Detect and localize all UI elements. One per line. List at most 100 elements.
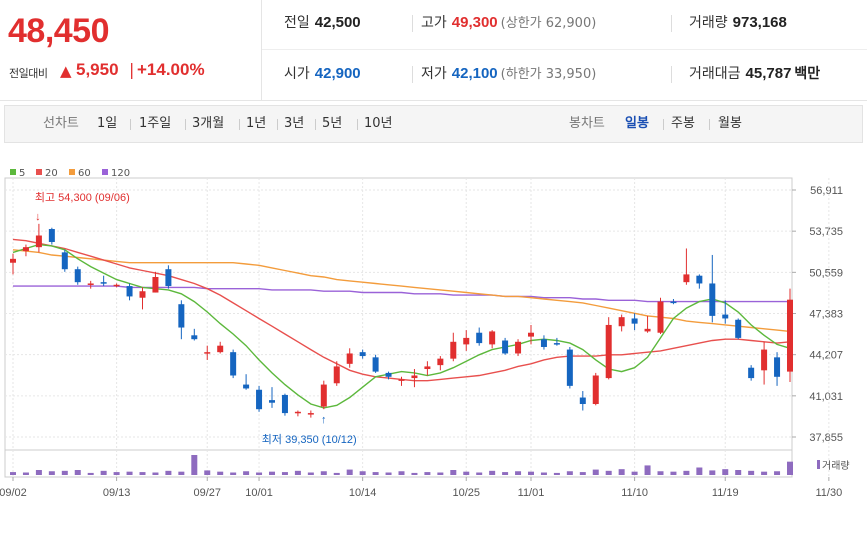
x-tick-label: 11/19 (712, 487, 739, 499)
up-arrow-icon: ▲ (60, 62, 72, 80)
candle-body (100, 282, 107, 284)
volume-bar (709, 470, 716, 475)
candle-body (87, 283, 94, 285)
legend-label: 60 (78, 168, 91, 179)
volume-bar (644, 465, 651, 475)
prev-close-value: 42,500 (314, 14, 361, 31)
volume-bar (553, 472, 560, 475)
candle-body (631, 318, 638, 324)
volume-bar (74, 470, 81, 475)
volume-bar (424, 472, 431, 475)
low-annotation: 최저 39,350 (10/12) (262, 433, 357, 446)
candle-body (204, 352, 211, 354)
current-price: 48,450 (8, 12, 110, 50)
candle-body (476, 332, 483, 344)
volume-bar (566, 471, 573, 475)
candle-body (178, 304, 185, 328)
candle-body (35, 235, 42, 248)
low-arrow: ↑ (321, 414, 327, 426)
volume-bar (437, 472, 444, 475)
period-1d-button[interactable]: 1일 (97, 116, 118, 131)
candle-body (787, 299, 793, 372)
candle-body (592, 375, 599, 405)
candle-body (748, 367, 755, 379)
legend-label: 20 (45, 168, 58, 179)
y-tick-label: 47,383 (809, 309, 843, 321)
candle-chart-label: 봉차트 (569, 116, 605, 131)
candle-body (139, 291, 146, 298)
divider (357, 119, 358, 130)
volume-bar (670, 471, 677, 475)
period-3m-button[interactable]: 3개월 (192, 116, 225, 131)
volume-bar (333, 472, 340, 475)
y-tick-label: 53,735 (809, 226, 843, 238)
volume-bar (476, 472, 483, 475)
open-cell: 시가 42,900 (284, 51, 361, 101)
candle-body (256, 389, 263, 410)
candle-body (774, 357, 781, 377)
y-tick-label: 41,031 (809, 391, 843, 403)
candle-body (113, 284, 120, 287)
monthly-candle-button[interactable]: 월봉 (718, 116, 742, 131)
open-label: 시가 (284, 66, 310, 82)
x-tick-label: 10/14 (349, 487, 377, 499)
period-5y-button[interactable]: 5년 (322, 116, 343, 131)
weekly-candle-button[interactable]: 주봉 (671, 116, 695, 131)
volume-bar (489, 470, 496, 475)
x-tick-label: 09/13 (103, 487, 131, 499)
volume-bar (722, 469, 729, 475)
candle-body (618, 317, 625, 327)
volume-bar (372, 472, 379, 475)
candle-body (735, 319, 742, 338)
volume-bar (294, 470, 301, 475)
volume-bar (735, 470, 742, 475)
divider (315, 119, 316, 130)
amount-unit: 백만 (794, 66, 821, 82)
volume-bar (359, 471, 366, 475)
y-tick-label: 56,911 (810, 185, 843, 197)
volume-bar (631, 471, 638, 475)
upper-limit: (상한가 62,900) (500, 16, 597, 31)
volume-bar (528, 471, 534, 475)
divider (185, 119, 186, 130)
candle-body (126, 286, 133, 297)
divider (239, 119, 240, 130)
candle-body (502, 340, 509, 354)
candle-body (152, 276, 159, 293)
period-1w-button[interactable]: 1주일 (139, 116, 172, 131)
x-tick-label: 11/01 (518, 487, 545, 499)
volume-bar (398, 471, 405, 475)
volume-bar (165, 470, 172, 475)
volume-bar (256, 472, 263, 475)
candle-body (424, 366, 431, 370)
low-label: 저가 (421, 66, 447, 82)
legend-swatch (10, 169, 16, 175)
high-value: 49,300 (451, 14, 498, 31)
candle-body (294, 411, 301, 414)
volume-bar (113, 472, 120, 475)
divider (277, 119, 278, 130)
y-tick-label: 44,207 (809, 350, 843, 362)
y-tick-label: 37,855 (809, 432, 843, 444)
volume-bar (450, 470, 457, 475)
period-10y-button[interactable]: 10년 (364, 116, 393, 131)
volume-bar (411, 472, 418, 475)
volume-bar (515, 471, 522, 475)
volume-bar (178, 471, 185, 475)
candle-body (411, 375, 418, 379)
divider (130, 119, 131, 130)
candle-body (437, 358, 444, 366)
volume-bar (10, 472, 16, 475)
daily-candle-button[interactable]: 일봉 (625, 116, 649, 131)
x-tick-label: 10/25 (452, 487, 480, 499)
volume-bar (540, 472, 547, 475)
period-1y-button[interactable]: 1년 (246, 116, 267, 131)
volume-bar (87, 472, 94, 475)
candle-body (48, 229, 55, 242)
volume-bar (48, 471, 55, 475)
volume-bar (463, 471, 470, 475)
candle-body (553, 343, 560, 345)
period-3y-button[interactable]: 3년 (284, 116, 305, 131)
line-chart-label: 선차트 (43, 116, 79, 131)
volume-bar (100, 470, 107, 475)
